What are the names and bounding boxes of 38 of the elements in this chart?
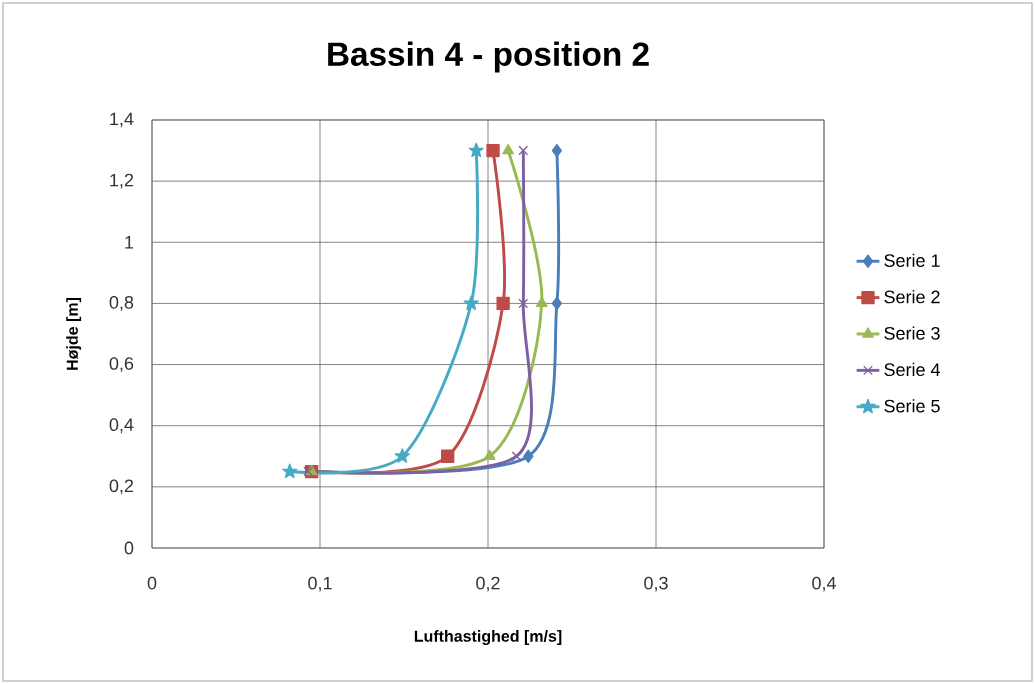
x-axis-title: Lufthastighed [m/s]	[414, 630, 562, 646]
chart-title: Bassin 4 - position 2	[328, 41, 649, 73]
point	[535, 296, 548, 308]
x-tick-label: 0	[147, 576, 157, 590]
point	[468, 142, 484, 158]
y-tick-label: 1	[125, 236, 134, 249]
x-tick-label: 0,2	[476, 576, 500, 592]
point	[282, 463, 298, 479]
y-axis-title: Højde [m]	[66, 298, 82, 370]
x-tick-label: 0,3	[644, 576, 668, 592]
point	[502, 143, 515, 155]
legend-label: Serie 5	[884, 399, 940, 413]
point	[518, 145, 529, 156]
x-tick-label: 0,1	[308, 576, 332, 592]
point	[551, 296, 563, 311]
point	[551, 143, 563, 158]
legend-label: Serie 1	[884, 253, 940, 267]
point	[463, 295, 479, 311]
y-tick-label: 0	[124, 541, 134, 555]
point	[394, 448, 410, 463]
point	[496, 296, 510, 311]
point	[303, 466, 314, 477]
y-tick-label: 0,8	[109, 295, 134, 311]
y-tick-label: 1,4	[110, 112, 134, 128]
legend-label: Serie 3	[884, 326, 940, 340]
y-tick-label: 0,2	[109, 479, 134, 495]
point	[523, 449, 534, 463]
y-tick-label: 0,6	[109, 357, 134, 372]
point	[511, 451, 522, 462]
point	[486, 143, 500, 158]
x-tick-label: 0,4	[812, 576, 836, 592]
y-tick-label: 0,4	[109, 418, 134, 434]
point	[441, 449, 455, 463]
legend-label: Serie 4	[884, 362, 940, 377]
point	[518, 298, 529, 309]
y-tick-label: 1,2	[110, 173, 134, 189]
point	[483, 449, 496, 460]
legend-label: Serie 2	[884, 290, 940, 304]
